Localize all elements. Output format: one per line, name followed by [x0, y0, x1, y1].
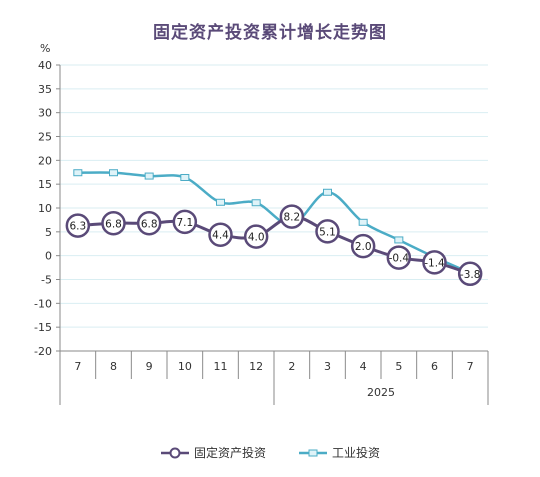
fixed-investment-point [386, 245, 412, 270]
fixed-investment-point [350, 233, 376, 259]
y-tick-label: -20 [34, 345, 52, 358]
y-tick-label: -15 [34, 321, 52, 334]
chart-title: 固定资产投资累计增长走势图 [153, 23, 387, 43]
y-tick-label: 30 [38, 107, 52, 120]
fixed-investment-point [208, 222, 233, 247]
industrial-investment-point [323, 188, 332, 196]
legend-item-industrial-investment: 工业投资 [298, 444, 380, 461]
x-tick-label: 12 [249, 360, 263, 373]
series-layer [65, 169, 483, 287]
fixed-investment-data-label: 5.1 [319, 226, 336, 238]
y-tick-label: 20 [38, 154, 52, 167]
y-tick-label: 10 [38, 202, 52, 215]
x-tick-label: 3 [324, 360, 331, 373]
x-tick-label: 7 [74, 360, 81, 373]
fixed-investment-data-label: 6.3 [69, 221, 86, 233]
fixed-investment-point [422, 250, 447, 275]
y-tick-label: 15 [38, 178, 52, 191]
industrial-investment-point [251, 199, 261, 207]
y-tick-label: 35 [38, 83, 52, 96]
industrial-investment-point [144, 172, 154, 180]
x-tick-label: 8 [110, 360, 117, 373]
fixed-investment-data-label: -3.8 [460, 269, 481, 281]
industrial-investment-point [358, 218, 368, 226]
fixed-investment-point [136, 211, 162, 236]
y-tick-label: 5 [45, 226, 52, 239]
fixed-investment-data-label: 6.8 [141, 218, 158, 230]
fixed-investment-point [101, 211, 126, 236]
year-group-label: 2025 [367, 386, 395, 399]
axis-layer: 40 35 30 25 20 15 10 5 0 -5 -10 -15 -20% 7 8 9 10 11 12 2 3 4… [34, 42, 489, 405]
fixed-investment-data-label: -1.4 [424, 257, 445, 269]
legend-swatch-fixed [160, 447, 189, 458]
y-axis-unit: % [40, 42, 50, 55]
legend-label-fixed-investment: 固定资产投资 [193, 446, 266, 460]
fixed-investment-point [457, 261, 483, 287]
x-tick-label: 10 [178, 360, 192, 373]
y-tick-label: 40 [38, 59, 52, 72]
fixed-investment-data-label: -0.4 [389, 253, 410, 265]
y-tick-label: -10 [34, 297, 52, 310]
grid-layer [60, 64, 488, 352]
fixed-investment-point [243, 224, 269, 249]
industrial-investment-point [216, 198, 225, 206]
x-tick-label: 6 [431, 360, 438, 373]
fixed-investment-point [65, 213, 91, 238]
legend-label-industrial-investment: 工业投资 [332, 446, 381, 460]
x-tick-label: 5 [395, 360, 402, 373]
fixed-investment-data-label: 7.1 [176, 217, 193, 229]
x-tick-label: 9 [146, 360, 153, 373]
fixed-investment-data-label: 6.8 [105, 218, 122, 230]
fixed-investment-point [315, 219, 340, 244]
legend-swatch-industry [299, 449, 327, 456]
x-tick-label: 4 [360, 360, 367, 373]
legend-item-fixed-investment: 固定资产投资 [160, 444, 266, 461]
y-tick-label: 0 [45, 250, 52, 263]
industrial-investment-point [394, 236, 404, 244]
x-tick-label: 7 [467, 360, 474, 373]
fixed-investment-point [172, 209, 198, 235]
fixed-investment-data-label: 4.0 [248, 232, 265, 244]
fixed-investment-point [279, 204, 305, 229]
fixed-investment-data-label: 8.2 [283, 212, 300, 224]
fixed-investment-data-label: 4.4 [212, 230, 229, 242]
industrial-investment-point [73, 169, 83, 177]
industrial-investment-point [180, 173, 190, 181]
y-tick-label: -5 [41, 274, 52, 287]
y-tick-label: 25 [38, 131, 52, 144]
x-tick-label: 11 [214, 360, 228, 373]
fixed-investment-data-label: 2.0 [355, 241, 372, 253]
industrial-investment-point [109, 169, 118, 177]
x-tick-label: 2 [288, 360, 295, 373]
data-label-layer: 6.3 6.8 6.8 7.1 4.4 4.0 8.2 5.1 2.0 -0.4 -1.4 -3.8 [69, 212, 480, 281]
legend: 固定资产投资 工业投资 [0, 444, 540, 461]
